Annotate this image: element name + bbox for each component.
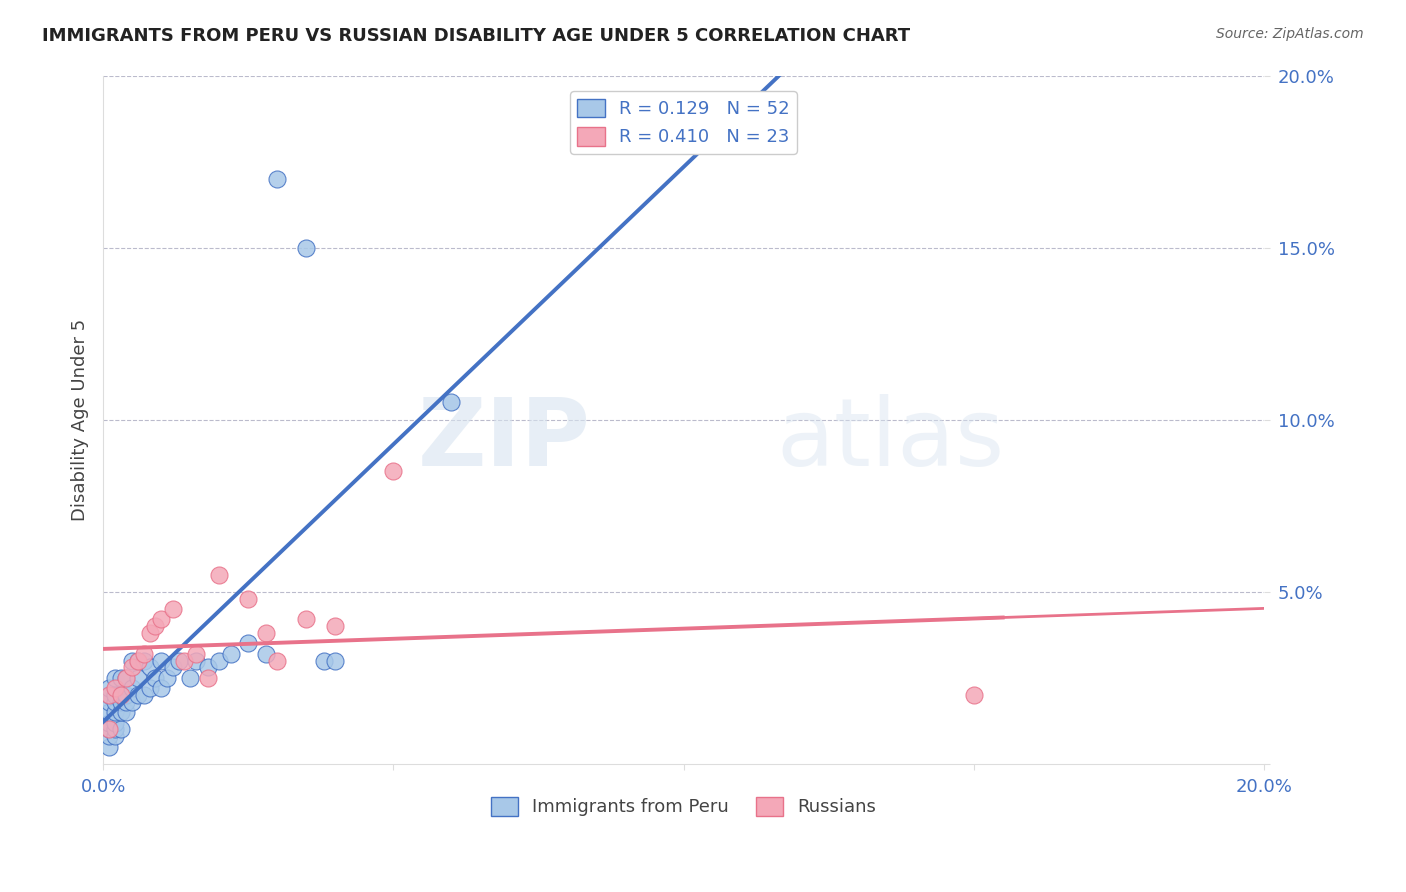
Point [97,695,120,709]
Text: IMMIGRANTS FROM PERU VS RUSSIAN DISABILITY AGE UNDER 5 CORRELATION CHART: IMMIGRANTS FROM PERU VS RUSSIAN DISABILI… [42,27,910,45]
Point [162,602,184,616]
Point [97,729,120,743]
Point [138,626,160,640]
Point [110,688,132,702]
Point [97,715,120,730]
Point [295,612,318,626]
Point [382,464,405,478]
Point [162,660,184,674]
Point [104,729,127,743]
Point [197,671,219,685]
Point [323,619,346,633]
Point [132,654,155,668]
Point [110,695,132,709]
Point [121,695,143,709]
Point [121,660,143,674]
Point [115,671,138,685]
Point [208,567,231,582]
Point [127,688,149,702]
Legend: Immigrants from Peru, Russians: Immigrants from Peru, Russians [484,789,883,823]
Text: atlas: atlas [776,394,1005,486]
Point [138,660,160,674]
Point [127,654,149,668]
Point [115,671,138,685]
Point [179,671,201,685]
Point [150,612,173,626]
Point [97,723,120,737]
Point [110,723,132,737]
Point [184,647,207,661]
Point [121,654,143,668]
Point [127,671,149,685]
Point [127,654,149,668]
Text: ZIP: ZIP [418,394,591,486]
Point [208,654,231,668]
Point [238,591,260,606]
Point [266,654,288,668]
Point [184,654,207,668]
Point [110,705,132,719]
Point [104,671,127,685]
Point [254,647,277,661]
Point [115,688,138,702]
Point [104,723,127,737]
Point [115,705,138,719]
Point [104,715,127,730]
Point [312,654,335,668]
Point [138,681,160,695]
Point [323,654,346,668]
Point [104,705,127,719]
Point [97,681,120,695]
Point [110,671,132,685]
Point [266,171,288,186]
Point [97,688,120,702]
Point [104,688,127,702]
Point [143,671,166,685]
Point [121,681,143,695]
Point [97,723,120,737]
Point [104,681,127,695]
Point [156,671,179,685]
Point [132,688,155,702]
Point [197,660,219,674]
Point [110,688,132,702]
Point [295,241,318,255]
Point [115,695,138,709]
Point [963,688,986,702]
Point [167,654,190,668]
Point [440,395,463,409]
Text: Source: ZipAtlas.com: Source: ZipAtlas.com [1216,27,1364,41]
Point [104,695,127,709]
Point [97,705,120,719]
Point [97,739,120,754]
Point [238,636,260,650]
Y-axis label: Disability Age Under 5: Disability Age Under 5 [72,318,89,521]
Point [150,654,173,668]
Point [219,647,242,661]
Point [143,619,166,633]
Point [254,626,277,640]
Point [150,681,173,695]
Point [97,688,120,702]
Point [173,654,195,668]
Point [132,647,155,661]
